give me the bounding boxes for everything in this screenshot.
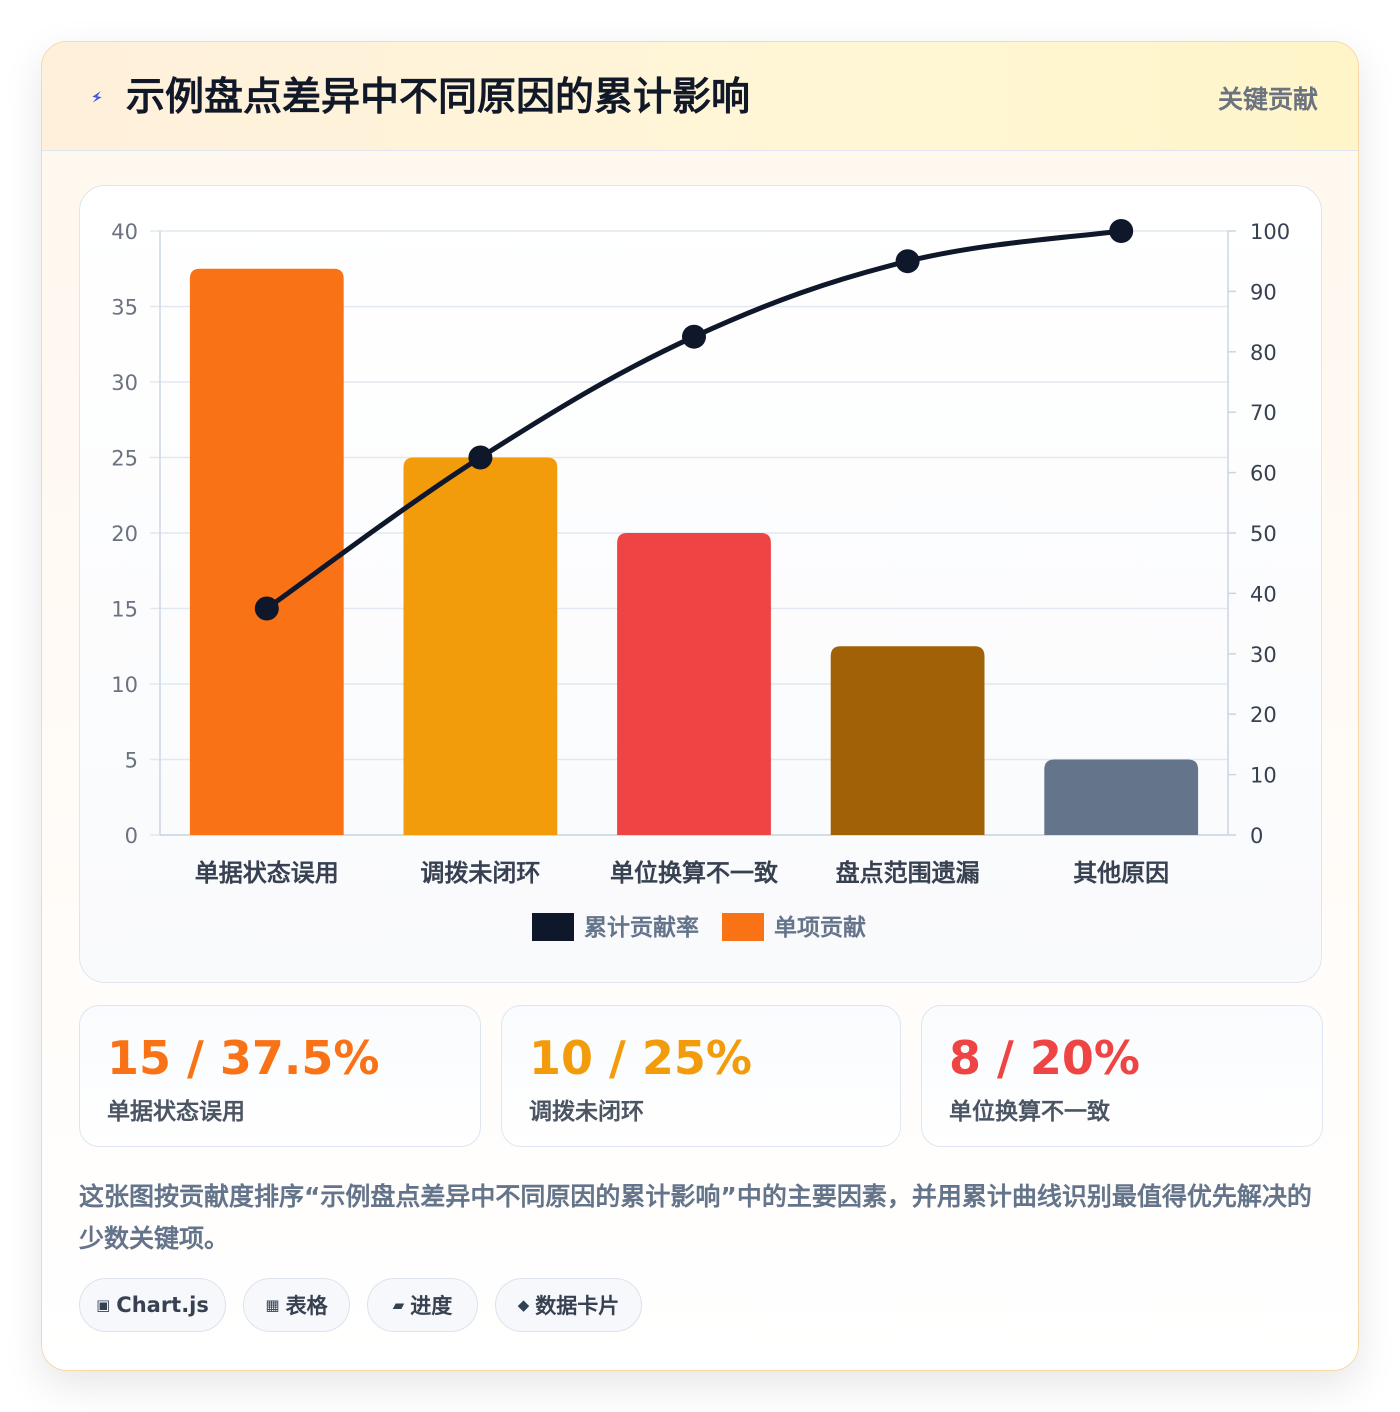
- x-tick-label: 盘点范围遗漏: [836, 859, 980, 887]
- chart-card: 示例盘点差异中不同原因的累计影响 关键贡献 0 5 10 15 20 25 30 35 40 0 1…: [41, 41, 1359, 1371]
- chart-panel: 0 5 10 15 20 25 30 35 40 0 10 20 30 40 50 60 70 80 90 100 单据…: [79, 185, 1322, 983]
- stat-value: 15 / 37.5%: [107, 1031, 380, 1085]
- x-tick-label: 单据状态误用: [195, 859, 339, 887]
- legend-label: 单项贡献: [774, 915, 866, 941]
- lightning-icon: [92, 91, 102, 103]
- y-right-tick-label: 90: [1250, 280, 1277, 304]
- bar: [1044, 759, 1199, 835]
- bar: [403, 457, 558, 835]
- y-right-tick-label: 40: [1250, 582, 1277, 606]
- y-left-tick-label: 35: [111, 296, 138, 320]
- y-right-tick-label: 100: [1250, 220, 1290, 244]
- legend-swatch: [722, 913, 764, 941]
- y-right-tick-label: 60: [1250, 462, 1277, 486]
- stat-card: 10 / 25% 调拨未闭环: [501, 1005, 901, 1147]
- cumulative-point: [468, 445, 493, 470]
- x-tick-label: 调拨未闭环: [420, 859, 540, 887]
- chart-icon: ▣: [96, 1296, 111, 1314]
- cumulative-point: [254, 596, 279, 621]
- stat-label: 单位换算不一致: [949, 1099, 1110, 1125]
- y-right-tick-label: 10: [1250, 764, 1277, 788]
- y-right-tick-label: 20: [1250, 703, 1277, 727]
- bar: [830, 646, 985, 835]
- tag-label: 表格: [285, 1294, 328, 1318]
- y-right-tick-label: 50: [1250, 522, 1277, 546]
- stat-value: 10 / 25%: [529, 1031, 752, 1085]
- y-left-tick-label: 5: [125, 749, 138, 773]
- y-left-tick-label: 0: [125, 824, 138, 848]
- y-right-tick-label: 0: [1250, 824, 1263, 848]
- tag-label: 进度: [410, 1294, 453, 1318]
- chart-description: 这张图按贡献度排序“示例盘点差异中不同原因的累计影响”中的主要因素，并用累计曲线…: [79, 1182, 1312, 1253]
- tag-chartjs[interactable]: ▣ Chart.js: [79, 1278, 226, 1332]
- legend-swatch: [532, 913, 574, 941]
- pareto-chart: 0 5 10 15 20 25 30 35 40 0 10 20 30 40 50 60 70 80 90 100 单据…: [111, 219, 1290, 941]
- x-tick-label: 其他原因: [1073, 859, 1169, 887]
- y-left-tick-label: 15: [111, 598, 138, 622]
- cumulative-point: [682, 324, 706, 349]
- x-tick-label: 单位换算不一致: [610, 859, 779, 887]
- y-left-tick-label: 30: [111, 371, 138, 395]
- stat-value: 8 / 20%: [949, 1031, 1140, 1085]
- tag-table[interactable]: ▦ 表格: [243, 1278, 350, 1332]
- tag-progress[interactable]: ▰ 进度: [367, 1278, 478, 1332]
- tag-data-card[interactable]: ◆ 数据卡片: [495, 1278, 642, 1332]
- header-badge: 关键贡献: [1217, 85, 1318, 114]
- tag-label: Chart.js: [116, 1293, 209, 1317]
- y-left-tick-label: 10: [111, 673, 138, 697]
- bar: [189, 268, 344, 835]
- stat-card: 8 / 20% 单位换算不一致: [921, 1005, 1323, 1147]
- card-header: 示例盘点差异中不同原因的累计影响 关键贡献: [42, 42, 1358, 151]
- y-left-tick-label: 40: [111, 220, 138, 244]
- chart-title: 示例盘点差异中不同原因的累计影响: [126, 75, 751, 120]
- stat-label: 单据状态误用: [107, 1099, 245, 1125]
- table-icon: ▦: [265, 1296, 280, 1314]
- legend-label: 累计贡献率: [584, 914, 699, 941]
- cumulative-point: [895, 249, 920, 274]
- progress-icon: ▰: [392, 1296, 405, 1314]
- stat-card: 15 / 37.5% 单据状态误用: [79, 1005, 481, 1147]
- card-icon: ◆: [517, 1296, 530, 1314]
- bar: [617, 533, 771, 835]
- y-right-tick-label: 80: [1250, 341, 1277, 365]
- y-right-tick-label: 30: [1250, 643, 1277, 667]
- y-left-tick-label: 20: [111, 522, 138, 546]
- stat-label: 调拨未闭环: [529, 1099, 644, 1125]
- tag-label: 数据卡片: [535, 1294, 620, 1318]
- y-left-tick-label: 25: [111, 447, 138, 471]
- cumulative-point: [1109, 219, 1134, 243]
- y-right-tick-label: 70: [1250, 401, 1277, 425]
